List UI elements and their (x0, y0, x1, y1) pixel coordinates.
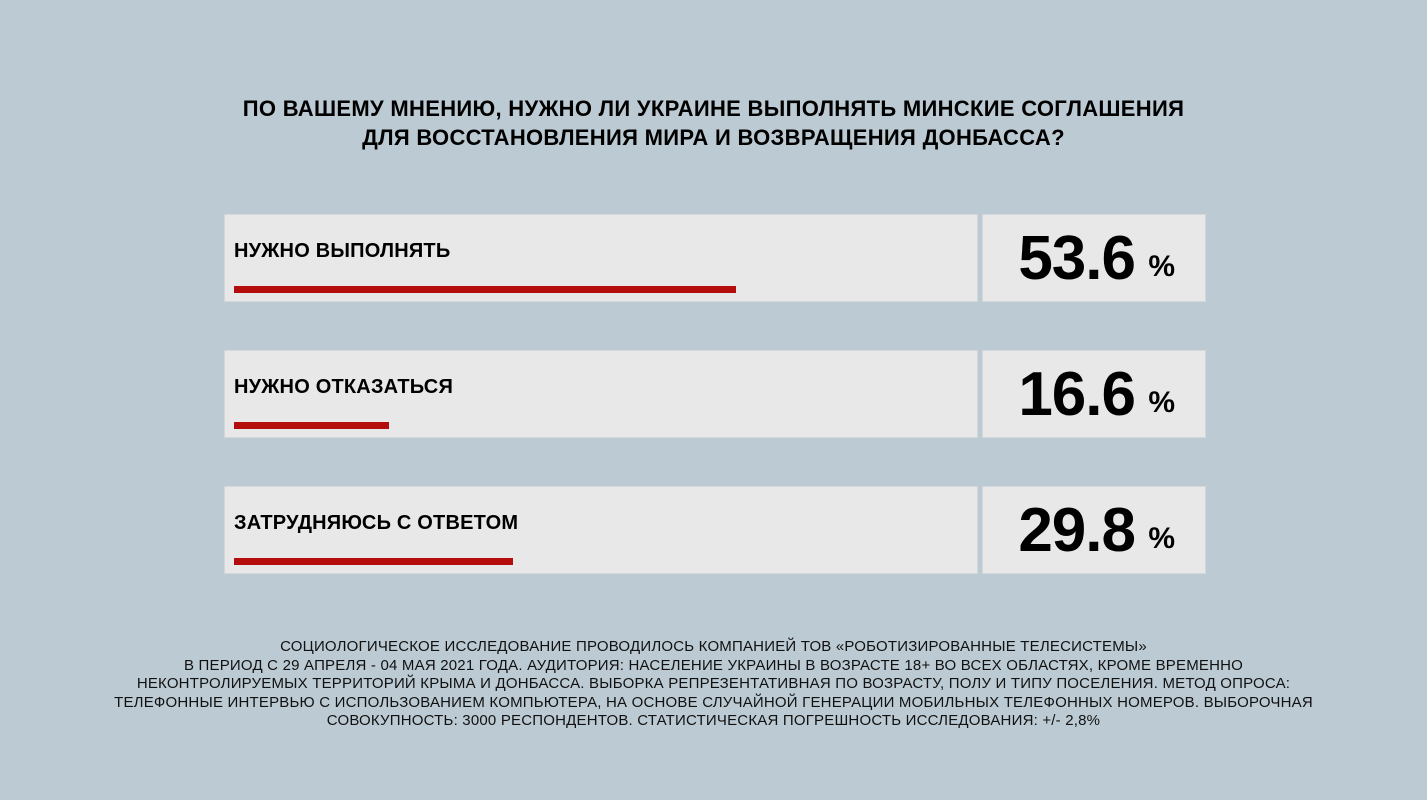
footnote-line: ТЕЛЕФОННЫЕ ИНТЕРВЬЮ С ИСПОЛЬЗОВАНИЕМ КОМ… (114, 693, 1313, 711)
category-label: ЗАТРУДНЯЮСЬ С ОТВЕТОМ (234, 512, 519, 534)
data-label: 53.6 (1018, 224, 1136, 293)
footnote-line: СОВОКУПНОСТЬ: 3000 РЕСПОНДЕНТОВ. СТАТИСТ… (326, 712, 1101, 729)
answer-row: НУЖНО ВЫПОЛНЯТЬ 53.6 % (224, 214, 1206, 302)
chart-title-line: ПО ВАШЕМУ МНЕНИЮ, НУЖНО ЛИ УКРАИНЕ ВЫПОЛ… (242, 96, 1185, 121)
answer-value-box: 53.6 % (982, 214, 1206, 302)
data-label: 29.8 (1018, 496, 1136, 565)
data-label: 16.6 (1018, 360, 1136, 429)
answer-value-box: 16.6 % (982, 350, 1206, 438)
answer-value-box: 29.8 % (982, 486, 1206, 574)
answer-label-box: НУЖНО ВЫПОЛНЯТЬ (224, 214, 978, 302)
chart-title-line: ДЛЯ ВОССТАНОВЛЕНИЯ МИРА И ВОЗВРАЩЕНИЯ ДО… (362, 125, 1065, 150)
answer-row: НУЖНО ОТКАЗАТЬСЯ 16.6 % (224, 350, 1206, 438)
footnote-line: СОЦИОЛОГИЧЕСКОЕ ИССЛЕДОВАНИЕ ПРОВОДИЛОСЬ… (280, 638, 1147, 655)
category-label: НУЖНО ВЫПОЛНЯТЬ (234, 240, 451, 262)
bar (234, 422, 390, 429)
answer-row: ЗАТРУДНЯЮСЬ С ОТВЕТОМ 29.8 % (224, 486, 1206, 574)
percent-sign: % (1148, 250, 1175, 283)
bar (234, 286, 736, 293)
percent-sign: % (1148, 522, 1175, 555)
percent-sign: % (1148, 386, 1175, 419)
footnote-line: В ПЕРИОД С 29 АПРЕЛЯ - 04 МАЯ 2021 ГОДА.… (183, 656, 1244, 674)
chart-title: ПО ВАШЕМУ МНЕНИЮ, НУЖНО ЛИ УКРАИНЕ ВЫПОЛ… (0, 94, 1427, 152)
answer-label-box: ЗАТРУДНЯЮСЬ С ОТВЕТОМ (224, 486, 978, 574)
methodology-footnote: СОЦИОЛОГИЧЕСКОЕ ИССЛЕДОВАНИЕ ПРОВОДИЛОСЬ… (0, 638, 1427, 731)
category-label: НУЖНО ОТКАЗАТЬСЯ (234, 376, 454, 398)
bar (234, 558, 513, 565)
footnote-line: НЕКОНТРОЛИРУЕМЫХ ТЕРРИТОРИЙ КРЫМА И ДОНБ… (136, 675, 1291, 692)
answer-label-box: НУЖНО ОТКАЗАТЬСЯ (224, 350, 978, 438)
